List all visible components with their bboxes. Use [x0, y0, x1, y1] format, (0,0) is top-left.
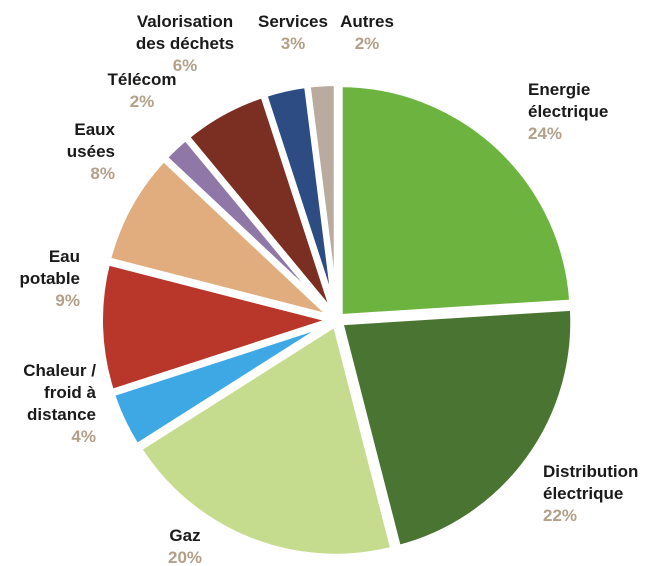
- slice-value-label: 8%: [90, 164, 115, 183]
- slice-label-line: Services: [258, 12, 328, 31]
- pie-slice: [135, 320, 397, 560]
- slice-label-line: Télécom: [108, 70, 177, 89]
- pie-labels: Energie électrique 24% Distribution électriq…: [20, 12, 639, 566]
- slice-label: Gaz 20%: [168, 526, 202, 566]
- pie-slice: [104, 155, 337, 322]
- slice-label: Eaux usées 8%: [67, 120, 116, 183]
- slice-label: Chaleur / froid à distance 4%: [23, 361, 96, 446]
- slice-label-line: des déchets: [136, 34, 234, 53]
- slice-label-line: électrique: [528, 102, 608, 121]
- slice-label: Télécom 2%: [108, 70, 177, 111]
- slice-value-label: 2%: [355, 34, 380, 53]
- slice-label-line: Valorisation: [137, 12, 233, 31]
- slice-label: Valorisation des déchets 6%: [136, 12, 234, 75]
- slice-value-label: 3%: [281, 34, 306, 53]
- slice-value-label: 24%: [528, 124, 562, 143]
- slice-value-label: 4%: [71, 427, 96, 446]
- slice-label-line: froid à: [44, 383, 96, 402]
- slice-label: Distribution électrique 22%: [543, 462, 638, 525]
- slice-label: Services 3%: [258, 12, 328, 53]
- slice-label: Eau potable 9%: [20, 247, 80, 310]
- slice-label-line: usées: [67, 142, 115, 161]
- pie-slices: [97, 80, 577, 560]
- slice-value-label: 9%: [55, 291, 80, 310]
- slice-label-line: Eau: [49, 247, 80, 266]
- slice-value-label: 6%: [173, 56, 198, 75]
- slice-value-label: 2%: [130, 92, 155, 111]
- slice-label-line: Chaleur /: [23, 361, 96, 380]
- pie-slice: [336, 81, 576, 321]
- slice-label-line: Autres: [340, 12, 394, 31]
- pie-slice: [337, 304, 577, 552]
- slice-label-line: Distribution: [543, 462, 638, 481]
- slice-label-line: électrique: [543, 484, 623, 503]
- pie-slice: [97, 259, 336, 396]
- slice-value-label: 20%: [168, 548, 202, 566]
- slice-label: Autres 2%: [340, 12, 394, 53]
- pie-slice: [304, 80, 340, 320]
- slice-label-line: Eaux: [74, 120, 115, 139]
- slice-label-line: distance: [27, 405, 96, 424]
- slice-label: Energie électrique 24%: [528, 80, 608, 143]
- slice-label-line: Gaz: [169, 526, 200, 545]
- slice-label-line: Energie: [528, 80, 590, 99]
- slice-value-label: 22%: [543, 506, 577, 525]
- slice-label-line: potable: [20, 269, 80, 288]
